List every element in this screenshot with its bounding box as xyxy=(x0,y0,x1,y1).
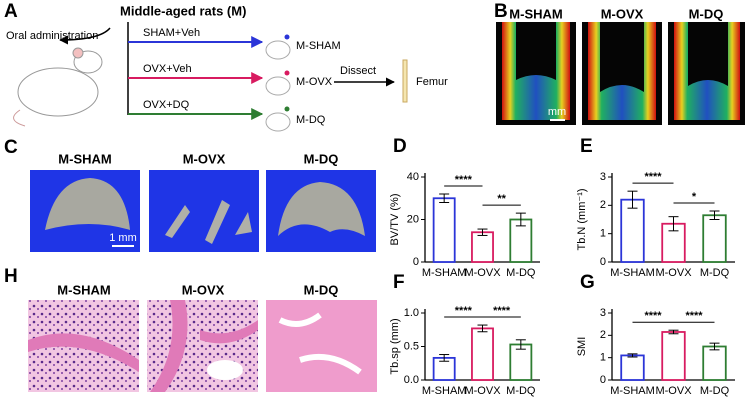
y-axis-label: Tb.N (mm⁻¹) xyxy=(576,188,588,250)
bar xyxy=(471,231,494,263)
error-bar xyxy=(668,216,679,232)
y-tick-label: 20 xyxy=(407,213,419,225)
x-tick-label: M-OVX xyxy=(655,385,692,397)
panel-label: A xyxy=(4,1,18,22)
y-tick-label: 0.5 xyxy=(404,340,419,352)
histology-image xyxy=(28,300,377,392)
image-label: M-DQ xyxy=(304,151,339,166)
significance-label: * xyxy=(692,191,697,203)
panel-title: Middle-aged rats (M) xyxy=(120,3,246,18)
bar xyxy=(620,198,645,263)
rat xyxy=(13,47,103,127)
panel-label: C xyxy=(4,137,18,158)
image-label: M-SHAM xyxy=(57,282,110,297)
error-bar xyxy=(439,354,450,362)
panel-label: E xyxy=(580,136,593,157)
significance-label: **** xyxy=(455,174,473,186)
bar xyxy=(661,331,686,381)
rat-label: M-DQ xyxy=(296,114,326,126)
error-bar xyxy=(709,210,720,220)
x-tick-label: M-DQ xyxy=(700,267,730,279)
error-bar xyxy=(439,193,450,203)
panel-label: B xyxy=(494,1,508,22)
image-label: M-SHAM xyxy=(509,6,562,21)
bar xyxy=(432,197,456,263)
image-label: M-OVX xyxy=(601,6,644,21)
x-tick-label: M-DQ xyxy=(700,385,730,397)
x-tick-label: M-SHAM xyxy=(422,385,467,397)
error-bar xyxy=(515,339,526,350)
oral-label: Oral administration xyxy=(6,30,98,42)
significance-label: **** xyxy=(685,310,703,322)
error-bar xyxy=(477,228,488,236)
y-tick-label: 3 xyxy=(600,307,606,319)
significance-label: **** xyxy=(644,310,662,322)
y-tick-label: 2 xyxy=(600,329,606,341)
significance-label: **** xyxy=(644,171,662,183)
bar xyxy=(620,354,645,381)
bar xyxy=(702,345,727,381)
y-tick-label: 1.0 xyxy=(404,307,419,319)
y-tick-label: 3 xyxy=(600,171,606,183)
rat-label: M-SHAM xyxy=(296,40,341,52)
error-bar xyxy=(627,190,638,209)
error-bar xyxy=(668,329,679,335)
y-tick-label: 1 xyxy=(600,228,606,240)
x-tick-label: M-SHAM xyxy=(422,267,467,279)
microct-image xyxy=(496,22,745,125)
error-bar xyxy=(477,324,488,333)
x-tick-label: M-SHAM xyxy=(610,385,655,397)
x-tick-label: M-OVX xyxy=(464,385,501,397)
femur-label: Femur xyxy=(416,76,448,88)
bar xyxy=(471,327,494,381)
y-axis-label: BV/TV (%) xyxy=(389,194,401,246)
y-tick-label: 0 xyxy=(600,374,606,386)
error-bar xyxy=(515,212,526,227)
y-tick-label: 40 xyxy=(407,171,419,183)
arrow xyxy=(59,27,111,45)
significance-label: **** xyxy=(455,305,473,317)
panel-label: H xyxy=(4,266,18,287)
3d-image xyxy=(30,170,376,252)
bar xyxy=(509,343,533,381)
panel-label: D xyxy=(393,136,407,157)
x-tick-label: M-OVX xyxy=(655,267,692,279)
image-label: M-SHAM xyxy=(58,151,111,166)
error-bar xyxy=(627,353,638,358)
rat xyxy=(265,40,291,132)
x-tick-label: M-SHAM xyxy=(610,267,655,279)
group-label: OVX+Veh xyxy=(143,63,192,75)
panel-label: G xyxy=(580,272,595,293)
image-label: M-DQ xyxy=(689,6,724,21)
x-tick-label: M-DQ xyxy=(506,385,536,397)
x-tick-label: M-OVX xyxy=(464,267,501,279)
image-label: M-DQ xyxy=(304,282,339,297)
image-label: M-OVX xyxy=(183,151,226,166)
femur-icon xyxy=(402,59,408,103)
y-tick-label: 0.0 xyxy=(404,374,419,386)
y-axis-label: Tb.sp (mm) xyxy=(389,318,401,374)
error-bar xyxy=(709,342,720,351)
y-tick-label: 0 xyxy=(600,256,606,268)
y-tick-label: 2 xyxy=(600,199,606,211)
significance-label: ** xyxy=(497,193,506,205)
y-tick-label: 0 xyxy=(413,256,419,268)
bar xyxy=(702,214,727,263)
y-tick-label: 1 xyxy=(600,352,606,364)
x-tick-label: M-DQ xyxy=(506,267,536,279)
scale-label: 1 mm xyxy=(109,232,137,244)
panel-label: F xyxy=(393,272,405,293)
image-label: M-OVX xyxy=(182,282,225,297)
scale-label: mm xyxy=(548,106,566,118)
y-axis-label: SMI xyxy=(576,337,588,357)
dissect-label: Dissect xyxy=(340,65,376,77)
group-label: OVX+DQ xyxy=(143,99,190,111)
significance-label: **** xyxy=(493,305,511,317)
rat-label: M-OVX xyxy=(296,76,333,88)
group-label: SHAM+Veh xyxy=(143,27,200,39)
